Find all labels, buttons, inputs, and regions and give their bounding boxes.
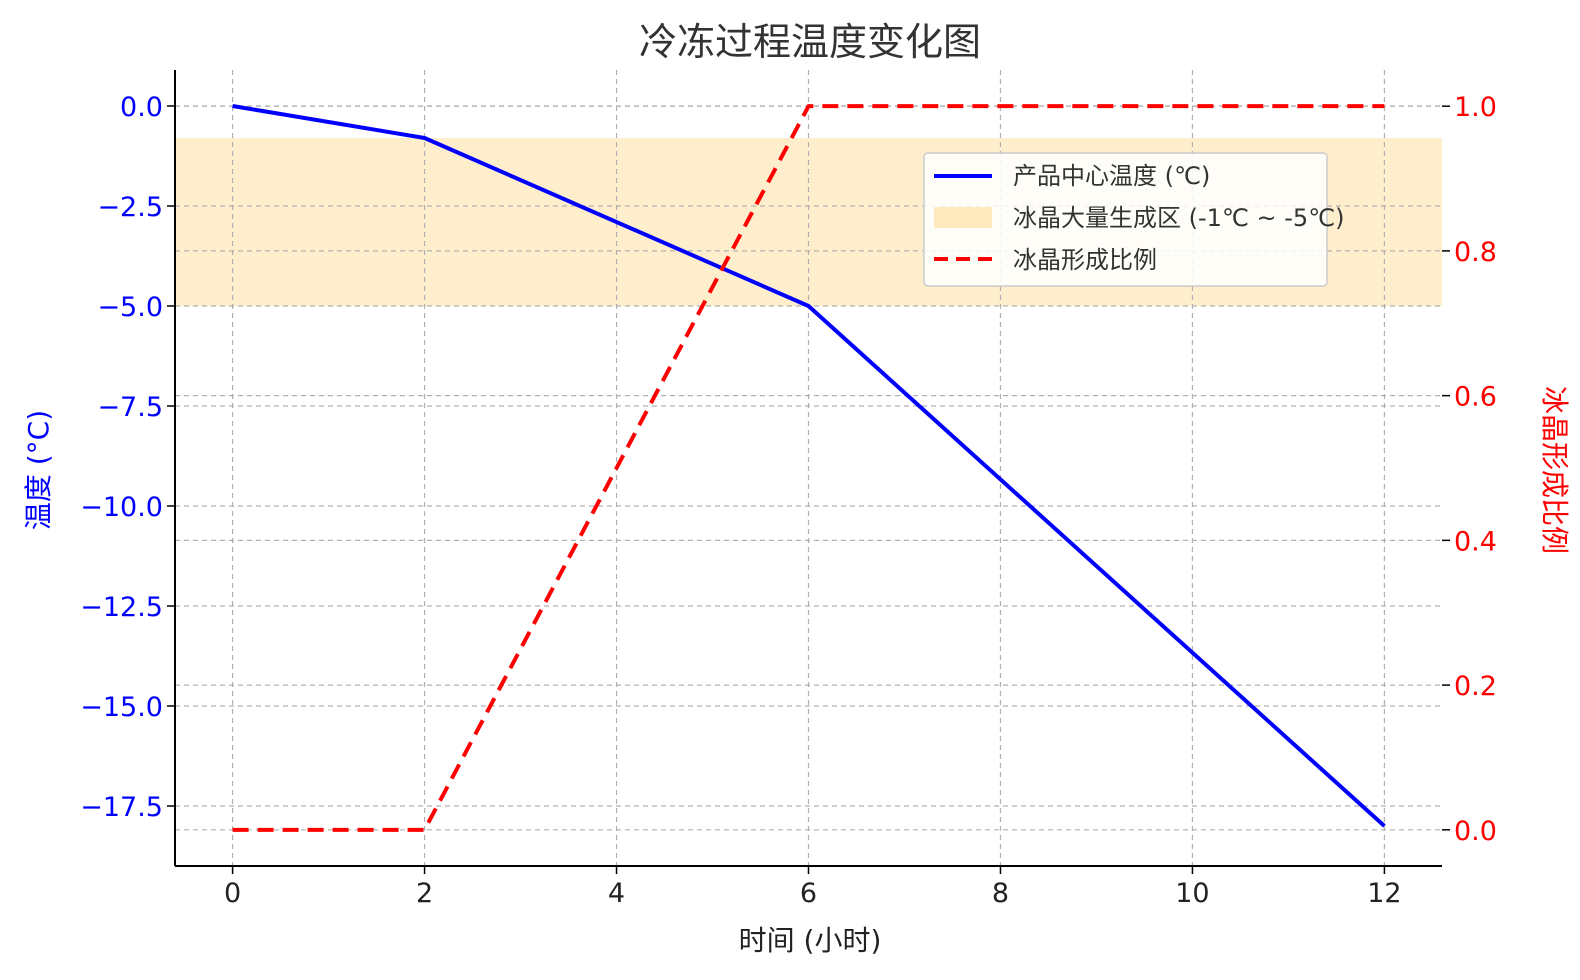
series-line-ice-ratio <box>232 104 1385 832</box>
y-left-tick-label: −2.5 <box>97 192 163 223</box>
legend-label-ice-ratio: 冰晶形成比例 <box>1013 246 1157 274</box>
series-line-temperature <box>232 104 1386 828</box>
legend-label-temperature: 产品中心温度 (℃) <box>1013 162 1210 190</box>
y-right-tick-label: 0.6 <box>1454 382 1497 413</box>
y-right-tick-label: 0.0 <box>1454 816 1497 847</box>
x-tick-label: 6 <box>800 878 817 909</box>
y-left-tick-label: −15.0 <box>80 692 163 723</box>
x-axis-label: 时间 (小时) <box>739 924 882 957</box>
ticks-layer: 0 2 4 6 8 10 12 0.0 −2.5 −5.0 −7.5 −10.0 −12.5 −15.0 −… <box>80 92 1497 909</box>
y-left-tick-label: −10.0 <box>80 492 163 523</box>
y-left-tick-label: −7.5 <box>97 392 163 423</box>
y-left-tick-label: −5.0 <box>97 292 163 323</box>
y-right-tick-label: 0.4 <box>1454 526 1497 557</box>
x-tick-label: 4 <box>608 878 625 909</box>
y-right-tick-label: 0.8 <box>1454 237 1497 268</box>
x-tick-label: 12 <box>1367 878 1401 909</box>
legend-box <box>923 152 1328 287</box>
x-tick-label: 10 <box>1175 878 1209 909</box>
series-layer <box>232 104 1386 832</box>
chart-title: 冷冻过程温度变化图 <box>639 20 981 64</box>
y-left-tick-label: −12.5 <box>80 592 163 623</box>
legend: 产品中心温度 (℃) 冰晶大量生成区 (-1℃ ~ -5℃) 冰晶形成比例 <box>923 152 1345 287</box>
x-tick-label: 2 <box>416 878 433 909</box>
y-right-tick-label: 1.0 <box>1454 92 1497 123</box>
y-axis-left-label: 温度 (°C) <box>22 410 55 530</box>
x-tick-label: 8 <box>992 878 1009 909</box>
legend-label-band: 冰晶大量生成区 (-1℃ ~ -5℃) <box>1013 204 1345 232</box>
y-right-tick-label: 0.2 <box>1454 671 1497 702</box>
y-left-tick-label: −17.5 <box>80 792 163 823</box>
x-tick-label: 0 <box>224 878 241 909</box>
y-axis-right-label: 冰晶形成比例 <box>1538 386 1571 554</box>
legend-swatch-band <box>934 207 992 228</box>
y-left-tick-label: 0.0 <box>120 92 163 123</box>
